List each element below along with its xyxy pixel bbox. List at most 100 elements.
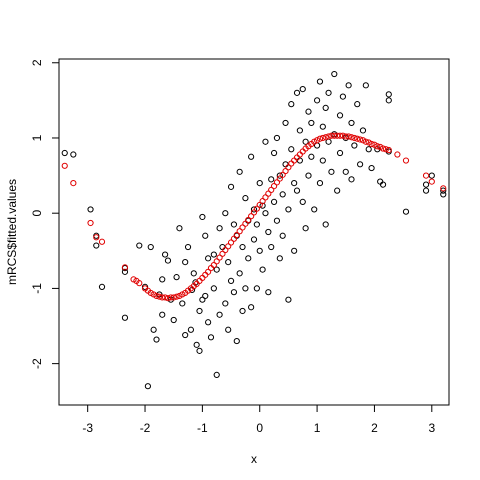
data-point [213,371,220,379]
data-point [265,289,272,296]
data-point [242,195,249,202]
data-point [440,187,447,194]
x-tick-label: 1 [314,421,321,435]
data-point [348,176,355,183]
data-point [440,191,447,198]
data-point [216,225,223,232]
data-point [87,206,94,213]
fitted-point [87,219,94,227]
data-point [362,82,369,89]
fitted-point [339,132,346,139]
x-tick-label: -1 [197,421,208,435]
data-point [210,285,217,292]
x-tick-label: 0 [256,421,263,435]
data-point [302,138,309,145]
data-point [385,91,392,98]
data-point [308,119,315,127]
data-point [213,266,220,273]
data-point [199,213,206,221]
data-point [268,243,275,251]
data-point [265,228,272,236]
data-point [230,221,238,228]
data-point [305,172,312,179]
fitted-point [136,280,143,287]
data-point [150,326,157,333]
y-tick-label: 2 [30,59,44,66]
data-point [173,274,180,281]
fitted-point [173,293,180,300]
fitted-point [362,138,369,145]
data-point [293,187,301,194]
data-point [236,168,243,175]
data-point [273,134,281,142]
fitted-point [322,134,329,141]
data-point [250,206,258,213]
data-point [179,300,186,307]
fitted-point [331,132,338,139]
data-point [182,331,189,339]
data-point [311,206,318,213]
fitted-point [354,135,361,142]
data-point [225,258,232,266]
data-point [222,210,229,217]
data-point [270,149,278,157]
data-point [259,202,266,209]
data-point [331,70,338,78]
data-point [242,285,249,292]
points-layer [61,70,447,390]
fitted-point [422,172,430,179]
fitted-point [319,134,326,142]
data-point [322,221,329,228]
fitted-point [336,132,344,139]
data-point [279,232,286,239]
data-point [365,146,372,153]
data-point [319,123,326,130]
data-point [279,191,286,198]
data-point [222,300,229,307]
data-point [144,383,151,390]
data-point [239,307,246,315]
fitted-point [342,133,349,140]
data-point [276,172,283,179]
fitted-point [382,146,390,153]
data-point [288,146,295,153]
axes-layer: -3 -2 -1 0 1 2 3 -2 -1 0 1 2 [30,59,435,435]
fitted-point [98,238,106,245]
data-point [162,251,169,258]
data-point [256,180,263,187]
data-point [202,292,209,300]
data-point [322,104,329,111]
data-point [239,243,246,251]
fitted-point [61,162,68,169]
data-point [227,183,235,190]
data-point [288,101,295,108]
data-point [282,119,289,127]
data-point [262,138,269,145]
data-point [285,206,292,213]
data-point [302,225,309,232]
data-point [334,187,341,194]
fitted-point [159,294,166,301]
data-point [121,314,129,321]
data-point [308,153,315,160]
data-point [296,127,303,134]
x-tick-label: 3 [428,421,435,435]
y-tick-label: 1 [30,134,44,141]
data-point [316,180,324,187]
data-point [147,243,154,251]
x-tick-label: -3 [82,421,93,435]
data-point [273,217,281,224]
fitted-point [348,134,355,141]
data-point [339,93,346,100]
data-point [305,108,312,115]
data-point [190,270,197,277]
fitted-point [325,133,332,140]
fitted-point [167,294,174,301]
fitted-point [394,151,401,158]
data-point [276,255,283,262]
data-point [291,247,298,254]
data-point [268,176,275,183]
data-point [348,119,355,127]
data-point [325,89,332,96]
